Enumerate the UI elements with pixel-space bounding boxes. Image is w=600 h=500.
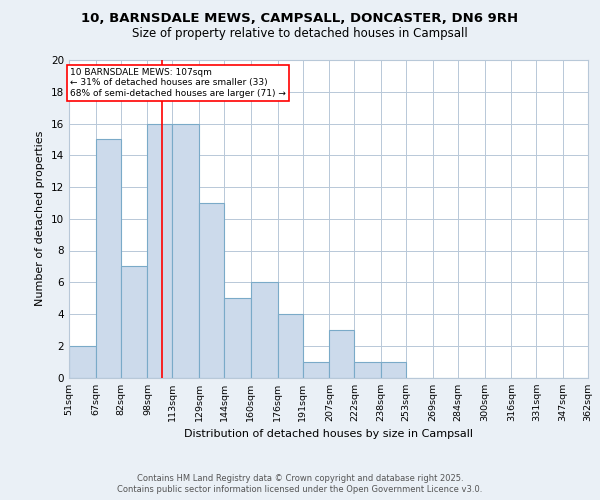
Text: 10 BARNSDALE MEWS: 107sqm
← 31% of detached houses are smaller (33)
68% of semi-: 10 BARNSDALE MEWS: 107sqm ← 31% of detac…: [70, 68, 286, 98]
Bar: [381, 362, 406, 378]
Y-axis label: Number of detached properties: Number of detached properties: [35, 131, 46, 306]
Bar: [148, 124, 172, 378]
Bar: [199, 203, 224, 378]
Text: Size of property relative to detached houses in Campsall: Size of property relative to detached ho…: [132, 28, 468, 40]
Bar: [96, 140, 121, 378]
Bar: [329, 330, 355, 378]
Bar: [251, 282, 278, 378]
Bar: [278, 314, 302, 378]
Bar: [172, 124, 199, 378]
Text: 10, BARNSDALE MEWS, CAMPSALL, DONCASTER, DN6 9RH: 10, BARNSDALE MEWS, CAMPSALL, DONCASTER,…: [82, 12, 518, 26]
X-axis label: Distribution of detached houses by size in Campsall: Distribution of detached houses by size …: [184, 429, 473, 439]
Bar: [355, 362, 381, 378]
Bar: [302, 362, 329, 378]
Bar: [121, 266, 148, 378]
Bar: [69, 346, 96, 378]
Bar: [224, 298, 251, 378]
Text: Contains HM Land Registry data © Crown copyright and database right 2025.
Contai: Contains HM Land Registry data © Crown c…: [118, 474, 482, 494]
